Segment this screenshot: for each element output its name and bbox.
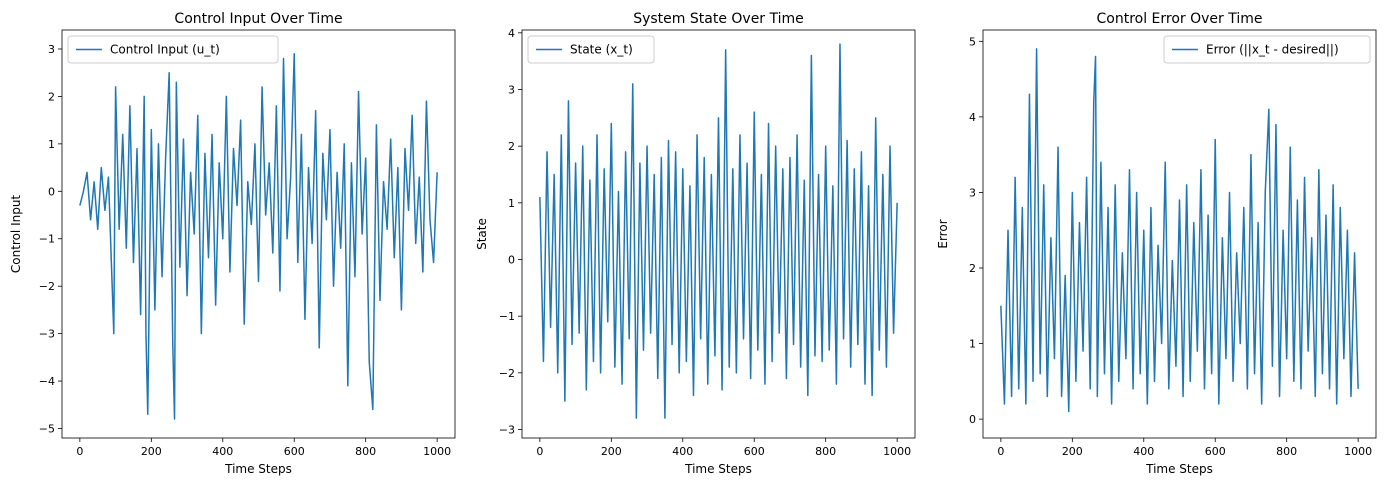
legend-label: State (x_t) <box>570 43 633 57</box>
y-tick-label: 1 <box>48 138 55 151</box>
legend: Control Input (u_t) <box>67 35 279 64</box>
chart-title: Control Error Over Time <box>1096 11 1262 27</box>
legend-box <box>527 35 655 64</box>
x-tick-label: 1000 <box>883 445 911 458</box>
y-tick-label: −4 <box>39 375 55 388</box>
y-tick-label: 1 <box>969 338 976 351</box>
y-tick-label: 3 <box>48 43 55 56</box>
x-tick-label: 800 <box>1276 445 1297 458</box>
x-tick-label: 0 <box>997 445 1004 458</box>
subplot-3: 0 200 400 600 800 1000 0 1 2 3 4 5 Control Error Ove… <box>936 11 1377 476</box>
y-tick-label: 3 <box>969 186 976 199</box>
y-tick-label: 4 <box>969 111 976 124</box>
subplot-2: 0 200 400 600 800 1000 −3 −2 −1 0 1 2 3 4 System State… <box>475 11 916 476</box>
subplot-1: 0 200 400 600 800 1000 −5 −4 −3 −2 −1 0 1 2 3 Control I… <box>9 11 456 476</box>
axes-frame <box>521 29 916 439</box>
y-tick-label: −2 <box>499 367 515 380</box>
y-axis-label: State <box>475 218 489 250</box>
axes-frame <box>61 29 456 439</box>
y-tick-label: −3 <box>499 424 515 437</box>
x-axis-label: Time Steps <box>684 462 752 476</box>
x-axis-label: Time Steps <box>1145 462 1213 476</box>
x-tick-label: 400 <box>672 445 693 458</box>
x-tick-label: 600 <box>284 445 305 458</box>
y-tick-label: −2 <box>39 280 55 293</box>
y-axis-label: Control Input <box>9 195 23 274</box>
x-tick-label: 1000 <box>1344 445 1372 458</box>
x-tick-label: 0 <box>76 445 83 458</box>
x-tick-label: 200 <box>141 445 162 458</box>
axes-frame <box>982 29 1377 439</box>
y-tick-label: 2 <box>969 262 976 275</box>
x-tick-label: 1000 <box>423 445 451 458</box>
y-tick-label: 1 <box>508 197 515 210</box>
x-axis-label: Time Steps <box>224 462 292 476</box>
x-tick-label: 600 <box>1205 445 1226 458</box>
legend-box <box>67 35 279 64</box>
y-tick-label: 0 <box>508 254 515 267</box>
y-axis-label: Error <box>936 219 950 248</box>
chart-title: System State Over Time <box>633 11 804 27</box>
y-tick-label: 0 <box>48 185 55 198</box>
series-line <box>79 52 438 420</box>
x-tick-label: 400 <box>212 445 233 458</box>
legend: State (x_t) <box>527 35 655 64</box>
y-tick-label: 3 <box>508 84 515 97</box>
series-line <box>1000 48 1359 413</box>
x-tick-label: 200 <box>1062 445 1083 458</box>
x-tick-label: 800 <box>355 445 376 458</box>
y-tick-label: 0 <box>969 413 976 426</box>
x-tick-label: 800 <box>815 445 836 458</box>
chart-title: Control Input Over Time <box>174 11 342 27</box>
y-tick-label: 2 <box>508 140 515 153</box>
legend-label: Error (||x_t - desired||) <box>1206 43 1339 57</box>
y-tick-label: −1 <box>39 233 55 246</box>
y-tick-label: 2 <box>48 90 55 103</box>
legend-box <box>1163 35 1371 64</box>
y-tick-label: 4 <box>508 27 515 40</box>
y-tick-label: −1 <box>499 310 515 323</box>
series-line <box>539 43 898 419</box>
x-tick-label: 400 <box>1133 445 1154 458</box>
y-tick-label: −3 <box>39 328 55 341</box>
x-tick-label: 200 <box>601 445 622 458</box>
legend: Error (||x_t - desired||) <box>1163 35 1371 64</box>
y-tick-label: 5 <box>969 35 976 48</box>
x-tick-label: 600 <box>744 445 765 458</box>
x-tick-label: 0 <box>536 445 543 458</box>
y-tick-label: −5 <box>39 423 55 436</box>
legend-label: Control Input (u_t) <box>110 43 220 57</box>
